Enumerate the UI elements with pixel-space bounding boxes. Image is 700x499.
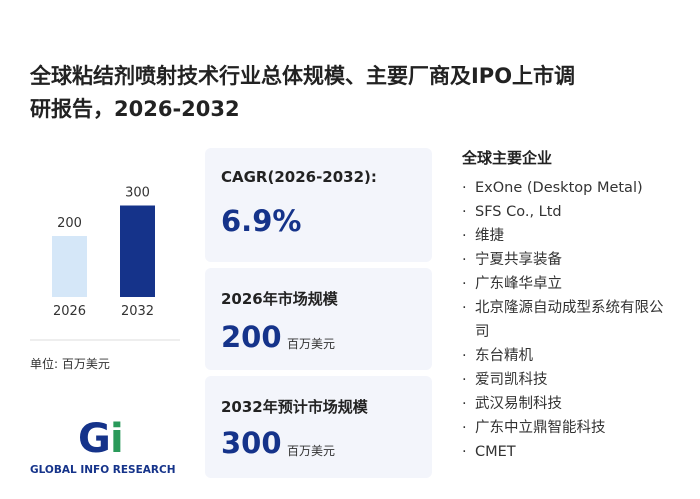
bar: [52, 236, 87, 297]
card-unit: 百万美元: [287, 337, 336, 351]
items: ExOne (Desktop Metal)SFS Co., Ltd维捷宁夏共享装…: [462, 176, 677, 464]
company: CMET: [462, 440, 677, 464]
card-label: 2032年预计市场规模: [221, 398, 368, 416]
card-unit: 百万美元: [287, 444, 336, 458]
company: 东台精机: [462, 344, 677, 368]
company: 广东中立鼎智能科技: [462, 416, 677, 440]
value-label: 300: [125, 186, 150, 201]
card: 2026年市场规模 200 百万美元: [205, 268, 432, 370]
card-label: CAGR(2026-2032):: [221, 168, 377, 186]
card: CAGR(2026-2032): 6.9%: [205, 148, 432, 262]
company: 爱司凯科技: [462, 368, 677, 392]
company: 维捷: [462, 224, 677, 248]
title-line: 全球粘结剂喷射技术行业总体规模、主要厂商及IPO上市调: [30, 64, 576, 88]
company: ExOne (Desktop Metal): [462, 176, 677, 200]
company: 北京隆源自动成型系统有限公司: [462, 296, 677, 344]
value-label: 200: [57, 216, 82, 231]
title-line: 研报告，2026-2032: [30, 97, 240, 121]
company: SFS Co., Ltd: [462, 200, 677, 224]
company: 武汉易制科技: [462, 392, 677, 416]
svg-text:G: G: [78, 418, 111, 458]
card-value: 6.9%: [221, 204, 302, 238]
svg-text:i: i: [110, 418, 124, 458]
category-label: 2032: [121, 304, 154, 319]
card-value: 200: [221, 320, 282, 354]
bar: [120, 205, 155, 297]
logo-text: GLOBAL INFO RESEARCH: [30, 464, 176, 476]
title: 全球粘结剂喷射技术行业总体规模、主要厂商及IPO上市调 研报告，2026-2032: [30, 60, 575, 126]
company-list: 全球主要企业 ExOne (Desktop Metal)SFS Co., Ltd…: [462, 146, 677, 464]
card: 2032年预计市场规模 300 百万美元: [205, 376, 432, 478]
list-title: 全球主要企业: [462, 149, 553, 167]
card-value: 300: [221, 426, 282, 460]
logo-mark: G i: [78, 416, 124, 462]
category-label: 2026: [53, 304, 86, 319]
card-label: 2026年市场规模: [221, 290, 338, 308]
company: 广东峰华卓立: [462, 272, 677, 296]
bar-chart: 单位: 百万美元 200 2026 300 2032: [30, 186, 180, 371]
logo: G i GLOBAL INFO RESEARCH: [30, 416, 190, 478]
unit-label: 单位: 百万美元: [30, 356, 110, 371]
company: 宁夏共享装备: [462, 248, 677, 272]
